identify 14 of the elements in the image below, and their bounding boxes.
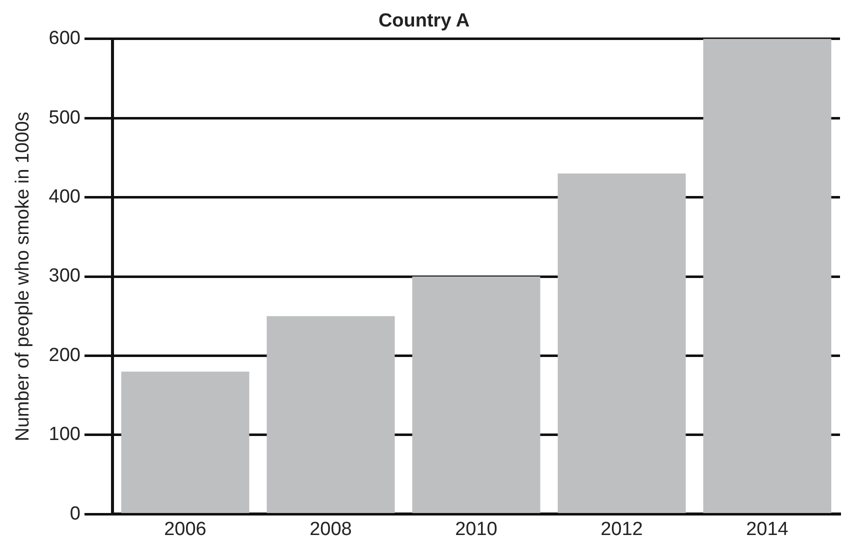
x-tick-label: 2014 [746,518,789,540]
y-tick-label: 600 [48,28,80,50]
y-tick-label: 400 [48,186,80,208]
y-axis-title: Number of people who smoke in 1000s [12,112,34,442]
chart-title: Country A [378,10,470,32]
y-tick-label: 0 [70,503,80,524]
y-tick-label: 300 [48,266,80,287]
y-tick-label: 500 [48,107,80,128]
y-tick-label: 100 [48,424,80,446]
x-tick-label: 2008 [310,518,352,540]
y-tick-label: 200 [48,344,80,366]
x-tick-label: 2010 [455,518,498,540]
x-tick-label: 2012 [600,518,643,540]
x-tick-label: 2006 [164,518,206,540]
